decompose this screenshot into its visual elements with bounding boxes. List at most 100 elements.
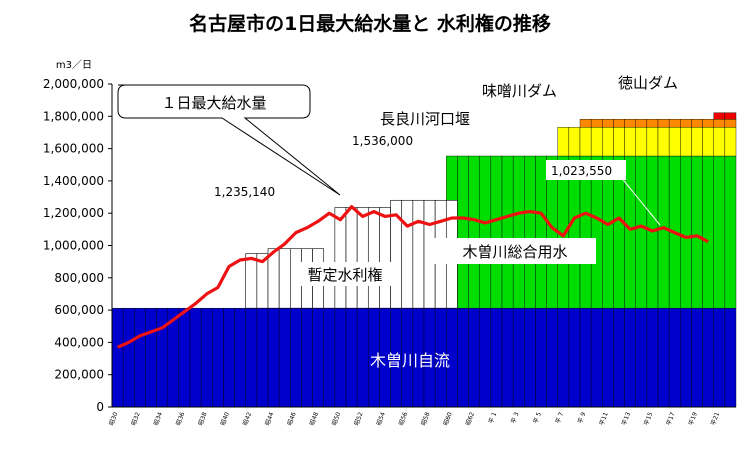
x-tick-label-23: 昭52 [353, 411, 364, 426]
bar-3-47 [624, 155, 636, 309]
bar-4-50 [657, 127, 670, 157]
bar-1-54 [702, 307, 714, 408]
bar-4-45 [602, 127, 614, 157]
label-misogawa: 味噌川ダム [482, 82, 557, 100]
label-provisional-bg [297, 262, 393, 286]
bar-5-54 [702, 119, 714, 128]
x-tick-label-49: 平15 [643, 411, 654, 426]
bar-1-9 [200, 307, 213, 408]
bar-3-35 [490, 155, 503, 309]
bar-1-42 [568, 307, 581, 408]
provisional-bar-17 [423, 199, 436, 309]
value-label-1235140: 1,235,140 [214, 185, 275, 199]
x-tick-label-13: 昭42 [242, 411, 253, 426]
bar-4-55 [713, 127, 726, 157]
provisional-bar-15 [401, 199, 414, 309]
bar-1-22 [345, 307, 358, 408]
bar-1-2 [122, 307, 135, 408]
bar-1-10 [212, 307, 224, 408]
bar-5-56 [724, 119, 737, 128]
provisional-bar-4 [278, 248, 291, 309]
x-tick-label-11: 昭40 [220, 411, 231, 426]
x-tick-label-31: 昭60 [442, 411, 453, 426]
bar-1-52 [680, 307, 692, 408]
bar-1-56 [724, 307, 737, 408]
callout-label: １日最大給水量 [161, 94, 266, 112]
bar-1-55 [713, 307, 726, 408]
bar-4-48 [635, 127, 648, 157]
y-tick-label-10: 1,800,000 [43, 109, 104, 123]
bar-1-47 [624, 307, 636, 408]
x-tick-label-33: 昭62 [465, 411, 476, 426]
bar-1-21 [334, 307, 347, 408]
provisional-bar-12 [367, 207, 380, 309]
bar-3-39 [535, 155, 547, 309]
bar-4-54 [702, 127, 714, 157]
x-tick-label-15: 昭44 [264, 411, 275, 426]
y-tick-label-4: 600,000 [54, 303, 104, 317]
label-kiso-sogo-bg [434, 238, 596, 264]
bar-1-12 [234, 307, 246, 408]
x-tick-label-45: 平11 [598, 411, 609, 426]
provisional-bar-9 [334, 207, 347, 309]
bar-1-13 [245, 307, 258, 408]
x-tick-label-3: 昭32 [130, 411, 141, 426]
bar-5-46 [613, 119, 625, 128]
x-tick-label-7: 昭36 [175, 411, 186, 426]
x-tick-label-53: 平19 [688, 411, 699, 426]
x-tick-label-39: 平 5 [532, 411, 543, 425]
bar-1-23 [356, 307, 369, 408]
label-nagara: 長良川河口堰 [380, 110, 470, 128]
bar-1-46 [613, 307, 625, 408]
bar-3-50 [657, 155, 670, 309]
y-tick-label-11: 2,000,000 [43, 77, 104, 91]
x-tick-label-29: 昭58 [420, 411, 431, 426]
bar-5-45 [602, 119, 614, 128]
provisional-bar-11 [356, 207, 369, 309]
bar-3-37 [512, 155, 525, 309]
bar-1-8 [189, 307, 202, 408]
bar-1-5 [156, 307, 168, 408]
x-tick-label-17: 昭46 [286, 411, 297, 426]
bar-5-50 [657, 119, 670, 128]
bar-3-33 [468, 155, 480, 309]
bar-4-47 [624, 127, 636, 157]
bar-3-34 [479, 155, 492, 309]
bar-1-14 [256, 307, 269, 408]
bar-1-3 [134, 307, 146, 408]
value-label-1536000: 1,536,000 [352, 134, 413, 148]
bar-1-11 [223, 307, 235, 408]
provisional-layer [245, 199, 458, 309]
unit-label: m3／日 [56, 59, 92, 71]
provisional-bar-1 [245, 253, 258, 309]
bar-5-44 [590, 119, 603, 128]
bar-1-39 [535, 307, 547, 408]
bar-3-32 [457, 155, 469, 309]
bar-1-50 [657, 307, 670, 408]
provisional-bar-13 [379, 207, 391, 309]
x-tick-label-19: 昭48 [309, 411, 320, 426]
bar-5-48 [635, 119, 648, 128]
max-supply-line [116, 205, 709, 349]
x-tick-label-5: 昭34 [153, 411, 164, 426]
x-tick-label-43: 平 9 [577, 411, 588, 425]
bar-1-45 [602, 307, 614, 408]
chart-title: 名古屋市の1日最大給水量と 水利権の推移 [189, 12, 551, 35]
y-tick-label-9: 1,600,000 [43, 142, 104, 156]
bar-1-18 [301, 307, 313, 408]
bar-1-36 [501, 307, 514, 408]
bar-1-4 [145, 307, 157, 408]
bar-5-53 [691, 119, 703, 128]
y-tick-label-7: 1,200,000 [43, 206, 104, 220]
bar-1-7 [178, 307, 191, 408]
bar-4-51 [668, 127, 681, 157]
bar-6-56 [724, 112, 737, 120]
bar-1-15 [267, 307, 280, 408]
bar-4-52 [680, 127, 692, 157]
x-tick-label-35: 平 1 [488, 411, 499, 425]
bar-5-49 [646, 119, 659, 128]
label-tokuyama: 徳山ダム [618, 74, 678, 92]
bar-6-55 [713, 112, 726, 120]
bar-1-48 [635, 307, 648, 408]
callout-bubble [117, 84, 341, 196]
